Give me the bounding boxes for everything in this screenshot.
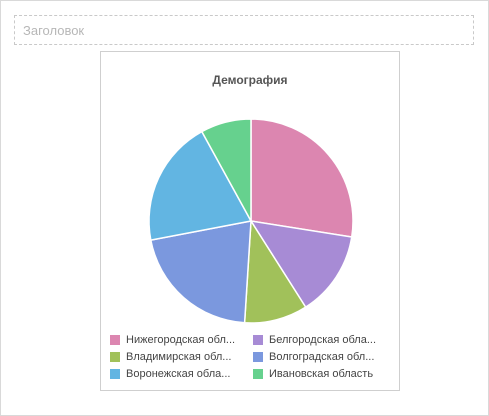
pie-slice-1[interactable] bbox=[250, 118, 354, 238]
legend-item[interactable]: Ивановская область bbox=[253, 366, 393, 382]
legend-label: Воронежская обла... bbox=[126, 368, 231, 380]
legend-item[interactable]: Нижегородская обл... bbox=[110, 332, 250, 348]
legend-swatch bbox=[253, 335, 263, 345]
legend-label: Ивановская область bbox=[269, 368, 374, 380]
legend-label: Владимирская обл... bbox=[126, 351, 232, 363]
pie-slice-4[interactable] bbox=[149, 220, 252, 324]
chart-title: Демография bbox=[212, 73, 288, 87]
legend-swatch bbox=[110, 335, 120, 345]
title-input[interactable] bbox=[14, 15, 474, 45]
legend-swatch bbox=[253, 369, 263, 379]
legend-item[interactable]: Волгоградская обл... bbox=[253, 349, 393, 365]
legend-item[interactable]: Воронежская обла... bbox=[110, 366, 250, 382]
legend-swatch bbox=[110, 369, 120, 379]
legend-label: Белгородская обла... bbox=[269, 334, 377, 346]
pie-chart bbox=[148, 118, 354, 324]
legend-label: Нижегородская обл... bbox=[126, 334, 236, 346]
legend-swatch bbox=[253, 352, 263, 362]
chart-card[interactable]: Демография Нижегородская обл... Белгородс… bbox=[100, 51, 400, 391]
pie-slice-2[interactable] bbox=[249, 219, 353, 309]
legend-swatch bbox=[110, 352, 120, 362]
legend-item[interactable]: Владимирская обл... bbox=[110, 349, 250, 365]
legend-item[interactable]: Белгородская обла... bbox=[253, 332, 393, 348]
pie-slice-6[interactable] bbox=[200, 118, 252, 222]
pie-slice-5[interactable] bbox=[148, 130, 253, 241]
legend-label: Волгоградская обл... bbox=[269, 351, 375, 363]
